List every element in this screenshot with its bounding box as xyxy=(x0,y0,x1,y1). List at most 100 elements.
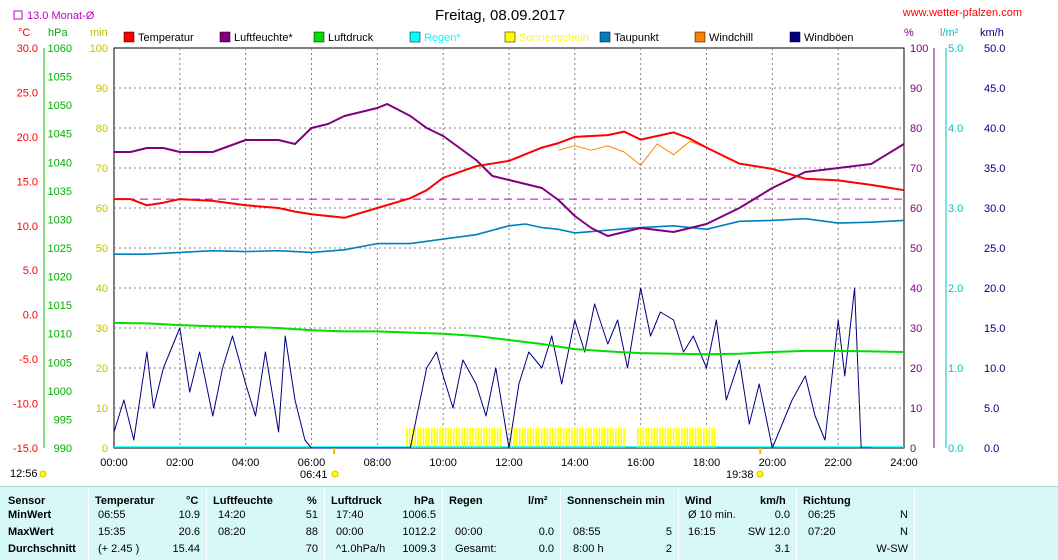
x-tick-label: 20:00 xyxy=(759,457,787,469)
sunshine-bar xyxy=(518,428,521,448)
sunshine-bar xyxy=(595,428,598,448)
sunshine-bar xyxy=(606,428,609,448)
pressure-tick-label: 1015 xyxy=(48,300,72,312)
sunshine-bar xyxy=(494,428,496,448)
sunrise-time-label: 06:41 xyxy=(300,469,328,481)
x-tick-label: 24:00 xyxy=(890,457,918,469)
hdr-wind-unit: km/h xyxy=(760,495,786,507)
wind-tick-label: 15.0 xyxy=(984,323,1005,335)
wind-tick-label: 40.0 xyxy=(984,123,1005,135)
wind-tick-label: 0.0 xyxy=(984,443,999,455)
sunshine-bar xyxy=(450,428,452,448)
hdr-rain-unit: l/m² xyxy=(528,495,548,507)
sunshine-bar xyxy=(593,428,595,448)
x-tick-label: 10:00 xyxy=(429,457,457,469)
legend-swatch xyxy=(219,31,231,43)
sunshine-bar xyxy=(705,428,708,448)
sunshine-bar xyxy=(681,428,683,448)
sunshine-bar xyxy=(532,428,535,448)
table-cell-hum-time: 08:20 xyxy=(218,526,246,538)
table-cell-hum-val: 88 xyxy=(305,526,318,538)
sunshine-bar xyxy=(642,428,645,448)
sunshine-bars xyxy=(406,428,716,448)
sunrise-icon xyxy=(331,470,339,478)
legend-label: Regen* xyxy=(424,32,461,44)
legend-swatch xyxy=(599,31,611,43)
sunshine-bar xyxy=(582,428,584,448)
sunshine-bar xyxy=(700,428,702,448)
sunshine-bar xyxy=(461,428,463,448)
pressure-tick-label: 1060 xyxy=(48,43,72,55)
table-cell-temp-time: 06:55 xyxy=(98,509,126,521)
x-tick-label: 16:00 xyxy=(627,457,655,469)
weather-chart: Freitag, 08.09.2017 www.wetter-pfalzen.c… xyxy=(10,7,1022,481)
sunshine-bar xyxy=(455,428,458,448)
sunshine-bar xyxy=(604,428,606,448)
table-cell-press-time: 00:00 xyxy=(336,526,364,538)
sunshine-bar xyxy=(639,428,642,448)
rain-tick-label: 1.0 xyxy=(948,363,963,375)
table-cell-wind-time: 16:15 xyxy=(688,526,716,538)
rain-tick-label: 3.0 xyxy=(948,203,963,215)
sunshine-bar xyxy=(466,428,469,448)
left-time-label: 12:56 xyxy=(10,468,38,480)
humidity-tick-label: 0 xyxy=(910,443,916,455)
table-cell-wind-time: Ø 10 min. xyxy=(688,509,736,521)
legend: Temperatur Luftfeuchte* Luftdruck Regen* Son… xyxy=(123,31,854,44)
legend-label: Luftfeuchte* xyxy=(234,32,293,44)
col-divider xyxy=(796,487,797,560)
table-cell-rain-val: 0.0 xyxy=(538,526,554,538)
legend-swatch xyxy=(313,31,325,43)
table-cell-press-val: 1009.3 xyxy=(402,543,436,555)
sunshine-bar xyxy=(524,428,526,448)
humidity-tick-label: 80 xyxy=(910,123,922,135)
sunshine-bar xyxy=(458,428,460,448)
table-cell-hum-val: 70 xyxy=(305,543,318,555)
pressure-tick-label: 1025 xyxy=(48,243,72,255)
table-cell-wind-val: 3.1 xyxy=(774,543,790,555)
x-tick-label: 02:00 xyxy=(166,457,194,469)
sunshine-bar xyxy=(708,428,711,448)
sunshine-bar xyxy=(565,428,568,448)
table-cell-press-time: ^1.0hPa/h xyxy=(336,543,386,555)
sunshine-bar xyxy=(557,428,559,448)
hdr-temp: Temperatur xyxy=(95,495,155,507)
table-cell-rain-val: 0.0 xyxy=(538,543,554,555)
series-line-windchill xyxy=(558,140,707,166)
sunshine-bar xyxy=(667,428,669,448)
sunshine-bar xyxy=(692,428,694,448)
sunshine-bar xyxy=(441,428,444,448)
legend-swatch xyxy=(409,31,421,43)
humidity-tick-label: 90 xyxy=(910,83,922,95)
col-divider xyxy=(560,487,561,560)
table-cell-dir-val: W-SW xyxy=(876,543,908,555)
humidity-tick-label: 40 xyxy=(910,283,922,295)
sunshine-bar xyxy=(568,428,570,448)
sunshine-bar xyxy=(689,428,691,448)
col-divider xyxy=(206,487,207,560)
humidity-tick-label: 70 xyxy=(910,163,922,175)
table-cell-press-time: 17:40 xyxy=(336,509,364,521)
pressure-tick-label: 1045 xyxy=(48,129,72,141)
sunshine-bar xyxy=(562,428,565,448)
humidity-tick-label: 10 xyxy=(910,403,922,415)
sunshine-bar xyxy=(414,428,417,448)
table-cell-rain-time: Gesamt: xyxy=(455,543,497,555)
sunshine-bar xyxy=(406,428,408,448)
sunshine-bar xyxy=(436,428,438,448)
table-cell-temp-time: (+ 2.45 ) xyxy=(98,543,140,555)
sunshine-bar xyxy=(617,428,620,448)
x-tick-label: 04:00 xyxy=(232,457,260,469)
legend-label: Temperatur xyxy=(138,32,194,44)
sunshine-bar xyxy=(656,428,658,448)
sunshine-bar xyxy=(573,428,576,448)
col-divider xyxy=(88,487,89,560)
sunshine-bar xyxy=(694,428,697,448)
sun-icon xyxy=(39,470,47,478)
sunshine-bar xyxy=(433,428,436,448)
pressure-tick-label: 1005 xyxy=(48,357,72,369)
sunshine-bar xyxy=(430,428,433,448)
sunshine-bar xyxy=(675,428,678,448)
humidity-tick-label: 50 xyxy=(910,243,922,255)
sunshine-bar xyxy=(615,428,617,448)
